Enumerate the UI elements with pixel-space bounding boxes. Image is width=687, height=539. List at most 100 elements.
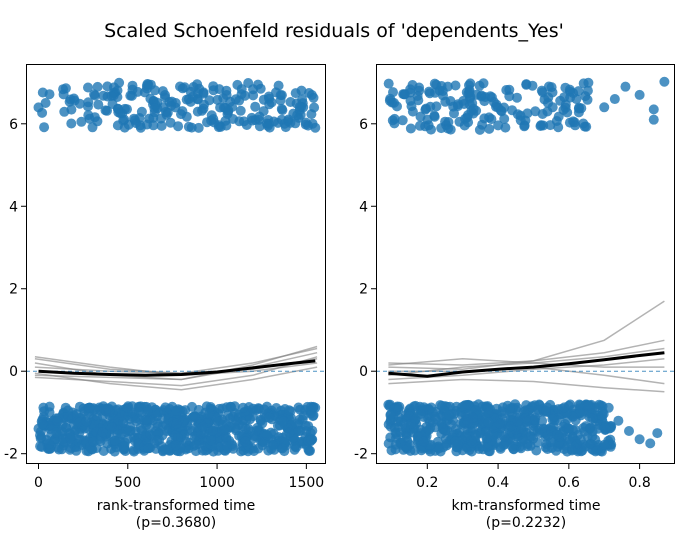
residual-point bbox=[197, 421, 208, 432]
residual-point bbox=[170, 440, 181, 451]
residual-point bbox=[393, 416, 403, 427]
residual-point bbox=[613, 415, 624, 426]
y-tick-label: -2 bbox=[4, 447, 18, 463]
residual-point bbox=[221, 120, 232, 131]
residual-point bbox=[547, 102, 558, 113]
residual-point bbox=[473, 399, 484, 410]
residual-point bbox=[573, 107, 584, 118]
y-tick-label: 0 bbox=[9, 364, 18, 380]
residual-point bbox=[198, 103, 209, 114]
residual-point bbox=[259, 404, 270, 415]
residual-point bbox=[104, 407, 115, 418]
residual-point bbox=[39, 122, 50, 133]
x-tick-label: 0.2 bbox=[416, 475, 438, 491]
residual-point bbox=[126, 90, 137, 101]
right-x-ticks: 0.2 0.4 0.6 0.8 bbox=[416, 464, 651, 491]
x-tick-label: 500 bbox=[114, 475, 141, 491]
residual-point bbox=[541, 405, 551, 416]
residual-point bbox=[102, 105, 112, 116]
residual-point bbox=[453, 99, 463, 110]
residual-point bbox=[173, 121, 184, 132]
residual-point bbox=[424, 88, 435, 99]
residual-point bbox=[190, 439, 201, 450]
residual-point bbox=[420, 104, 431, 115]
residual-point bbox=[512, 92, 522, 103]
residual-point bbox=[60, 402, 71, 413]
residual-point bbox=[129, 446, 139, 457]
residual-point bbox=[35, 441, 46, 452]
residual-point bbox=[512, 416, 523, 427]
residual-point bbox=[603, 402, 614, 413]
residual-point bbox=[235, 105, 246, 116]
residual-point bbox=[567, 445, 577, 456]
residual-point bbox=[294, 101, 305, 112]
residual-point bbox=[552, 429, 563, 440]
residual-point bbox=[98, 90, 109, 101]
residual-point bbox=[304, 446, 315, 456]
residual-point bbox=[61, 422, 71, 433]
residual-point bbox=[222, 441, 233, 452]
residual-point bbox=[60, 83, 71, 94]
residual-point bbox=[293, 426, 304, 437]
residual-point bbox=[433, 443, 444, 454]
right-p-value-label: (p=0.2232) bbox=[486, 515, 567, 531]
residual-point bbox=[33, 102, 44, 113]
residual-point bbox=[159, 444, 170, 455]
residual-point bbox=[397, 115, 408, 126]
residual-point bbox=[431, 414, 441, 425]
residual-point bbox=[482, 432, 493, 443]
residual-point bbox=[63, 410, 73, 421]
x-tick-label: 1500 bbox=[289, 475, 325, 491]
residual-point bbox=[188, 82, 199, 92]
residual-point bbox=[524, 431, 535, 442]
residual-point bbox=[385, 410, 396, 420]
residual-point bbox=[529, 415, 540, 425]
residual-point bbox=[285, 97, 296, 107]
residual-point bbox=[277, 443, 288, 454]
residual-point bbox=[384, 401, 395, 412]
residual-point bbox=[254, 121, 265, 132]
residual-point bbox=[390, 439, 401, 450]
residual-point bbox=[135, 122, 146, 133]
residual-point bbox=[74, 428, 85, 438]
residual-point bbox=[276, 90, 287, 101]
residual-point bbox=[300, 117, 311, 128]
residual-point bbox=[520, 413, 531, 424]
residual-point bbox=[415, 120, 425, 131]
residual-point bbox=[140, 414, 151, 425]
y-tick-label: 2 bbox=[9, 282, 18, 298]
residual-point bbox=[149, 103, 160, 114]
residual-point bbox=[599, 102, 610, 113]
residual-point bbox=[471, 430, 481, 441]
residual-point bbox=[52, 416, 63, 426]
lowess-trend-line bbox=[388, 351, 665, 378]
residual-point bbox=[166, 96, 177, 107]
residual-point bbox=[583, 77, 594, 88]
residual-point bbox=[539, 94, 550, 105]
residual-point bbox=[418, 436, 429, 447]
residual-point bbox=[437, 423, 448, 434]
residual-point bbox=[450, 80, 461, 91]
residual-point bbox=[53, 444, 64, 455]
residual-point bbox=[575, 434, 586, 445]
residual-point bbox=[590, 434, 601, 445]
residual-point bbox=[468, 103, 479, 114]
residual-point bbox=[537, 415, 548, 426]
residual-point bbox=[533, 404, 544, 415]
residual-point bbox=[563, 434, 574, 445]
residual-point bbox=[392, 101, 402, 112]
residual-point bbox=[599, 439, 610, 450]
residual-point bbox=[254, 111, 265, 122]
residual-point bbox=[222, 410, 233, 421]
residual-point bbox=[624, 426, 634, 437]
bootstrap-lowess-line bbox=[388, 300, 665, 370]
x-tick-label: 0.6 bbox=[558, 475, 580, 491]
residual-point bbox=[81, 416, 92, 427]
left-p-value-label: (p=0.3680) bbox=[136, 515, 217, 531]
residual-point bbox=[114, 77, 125, 88]
residual-point bbox=[156, 120, 167, 131]
residual-point bbox=[483, 417, 494, 428]
residual-point bbox=[582, 400, 593, 411]
residual-point bbox=[180, 436, 191, 447]
residual-point bbox=[460, 113, 471, 124]
